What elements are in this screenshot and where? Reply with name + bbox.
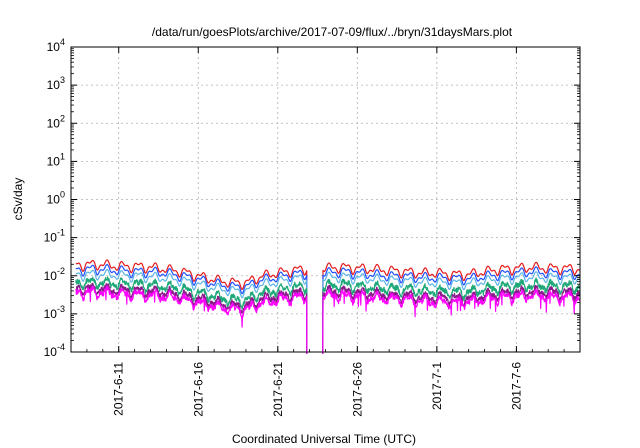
y-tick-label: 100 <box>47 190 65 207</box>
y-tick-label-base: 10 <box>47 193 61 207</box>
series-line <box>75 264 581 355</box>
y-tick-label-exponent: 2 <box>60 113 65 123</box>
y-tick-label: 104 <box>47 37 65 54</box>
x-tick-label: 2017-6-11 <box>112 362 126 416</box>
y-tick-label-base: 10 <box>47 116 61 130</box>
y-tick-label-base: 10 <box>47 40 61 54</box>
series-line <box>75 285 581 355</box>
y-tick-label-exponent: -1 <box>57 228 65 238</box>
y-tick-label-base: 10 <box>44 345 58 359</box>
x-tick-label: 2017-6-16 <box>191 362 205 417</box>
series-line <box>75 269 581 355</box>
x-tick-label: 2017-7-1 <box>430 362 444 410</box>
series-line <box>75 282 581 355</box>
y-tick-label-exponent: 1 <box>60 151 65 161</box>
series-group <box>75 259 581 355</box>
y-tick-label-base: 10 <box>44 231 58 245</box>
x-tick-label: 2017-6-26 <box>350 362 364 417</box>
y-tick-label-exponent: -4 <box>57 342 65 352</box>
y-tick-label-exponent: 4 <box>60 37 65 47</box>
y-tick-label: 102 <box>47 113 65 130</box>
y-tick-label-base: 10 <box>47 78 61 92</box>
y-tick-label: 103 <box>47 75 65 92</box>
y-tick-label: 10-3 <box>44 304 65 321</box>
y-tick-label: 10-2 <box>44 266 65 283</box>
y-tick-label-base: 10 <box>44 269 58 283</box>
chart-title: /data/run/goesPlots/archive/2017-07-09/f… <box>152 25 513 39</box>
y-tick-label-exponent: 0 <box>60 190 65 200</box>
y-axis-label: cSv/day <box>11 178 25 221</box>
series-line <box>75 259 581 355</box>
y-tick-label-exponent: -3 <box>57 304 65 314</box>
y-tick-label-base: 10 <box>47 154 61 168</box>
y-tick-label: 101 <box>47 151 65 168</box>
x-axis-label: Coordinated Universal Time (UTC) <box>232 432 416 446</box>
y-tick-label: 10-1 <box>44 228 65 245</box>
y-tick-label: 10-4 <box>44 342 65 359</box>
grid <box>71 47 580 352</box>
x-tick-label: 2017-7-6 <box>509 362 523 410</box>
x-tick-label: 2017-6-21 <box>271 362 285 417</box>
y-tick-label-exponent: 3 <box>60 75 65 85</box>
y-tick-label-exponent: -2 <box>57 266 65 276</box>
x-axis: 2017-6-11 2017-6-16 2017-6-21 2017-6-26 2017… <box>70 47 581 417</box>
series-line <box>75 276 581 355</box>
y-tick-label-base: 10 <box>44 307 58 321</box>
